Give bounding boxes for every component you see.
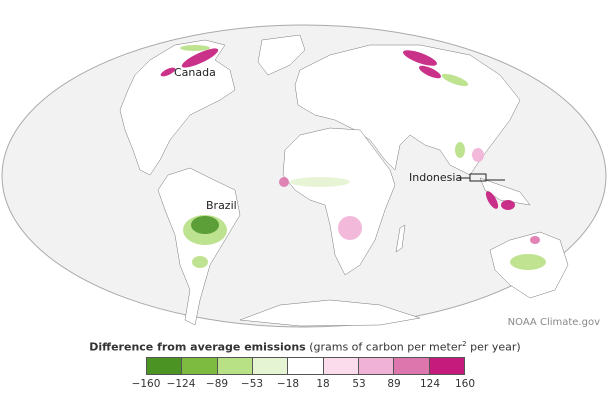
anomaly-borneo-high — [501, 200, 515, 210]
legend-title: Difference from average emissions (grams… — [0, 340, 610, 354]
anomaly-siberia-low — [441, 73, 469, 87]
anomaly-brazil-low-dark — [191, 216, 219, 234]
legend-tick: −89 — [205, 378, 229, 390]
legend-swatch — [358, 358, 395, 374]
anomaly-siberia-high — [402, 50, 438, 66]
anomaly-sahel-low — [290, 177, 350, 187]
anomaly-canada-low — [180, 45, 210, 51]
legend-tick: 53 — [352, 378, 366, 390]
legend-swatch — [288, 358, 324, 374]
antarctica — [239, 299, 421, 327]
greenland — [257, 34, 306, 76]
label-indonesia: Indonesia — [409, 171, 463, 184]
legend-tick: −18 — [276, 378, 300, 390]
legend-tick: 18 — [316, 378, 330, 390]
legend-title-units: (grams of carbon per meter — [309, 340, 463, 354]
legend-swatch — [182, 358, 218, 374]
legend-tick: −124 — [166, 378, 196, 390]
legend-swatch — [429, 358, 464, 374]
legend-swatch — [217, 358, 253, 374]
anomaly-south-africa-high — [338, 216, 362, 240]
legend-swatch — [394, 358, 430, 374]
emission-anomalies — [160, 45, 546, 270]
legend-tick: 89 — [387, 378, 401, 390]
anomaly-sumatra-high — [485, 191, 499, 209]
north-america — [119, 39, 236, 176]
anomaly-australia-low — [510, 254, 546, 270]
legend-tick: 124 — [419, 378, 441, 390]
label-brazil: Brazil — [206, 199, 237, 212]
anomaly-bolivia-low — [192, 256, 208, 268]
eurasia — [294, 44, 521, 176]
legend-swatch — [147, 358, 183, 374]
legend-tick: −53 — [240, 378, 264, 390]
anomaly-west-africa-high — [279, 177, 289, 187]
legend-ticks: −160 −124 −89 −53 −18 18 53 89 124 160 — [0, 378, 610, 392]
legend-swatch — [252, 358, 289, 374]
anomaly-se-asia-low — [455, 142, 465, 158]
legend-title-main: Difference from average emissions — [89, 340, 306, 354]
legend-tick: −160 — [131, 378, 161, 390]
anomaly-se-asia-high — [472, 148, 484, 162]
anomaly-siberia-high-2 — [418, 65, 442, 79]
legend-title-units-suffix: per year) — [466, 340, 521, 354]
madagascar — [395, 224, 406, 253]
world-map — [1, 24, 607, 328]
legend-swatch — [323, 358, 359, 374]
south-america — [157, 167, 241, 326]
legend-tick: 160 — [454, 378, 476, 390]
landmasses — [119, 34, 569, 327]
credit-text: NOAA Climate.gov — [507, 317, 600, 328]
legend-colorbar — [146, 357, 465, 375]
africa — [282, 127, 396, 276]
legend-title-sup: 2 — [462, 340, 467, 348]
indonesia-callout — [458, 173, 505, 182]
anomaly-canada-high-2 — [160, 67, 176, 77]
anomaly-canada-high — [181, 48, 219, 68]
indonesia — [479, 177, 531, 206]
label-canada: Canada — [174, 66, 216, 79]
anomaly-australia-high — [530, 236, 540, 244]
